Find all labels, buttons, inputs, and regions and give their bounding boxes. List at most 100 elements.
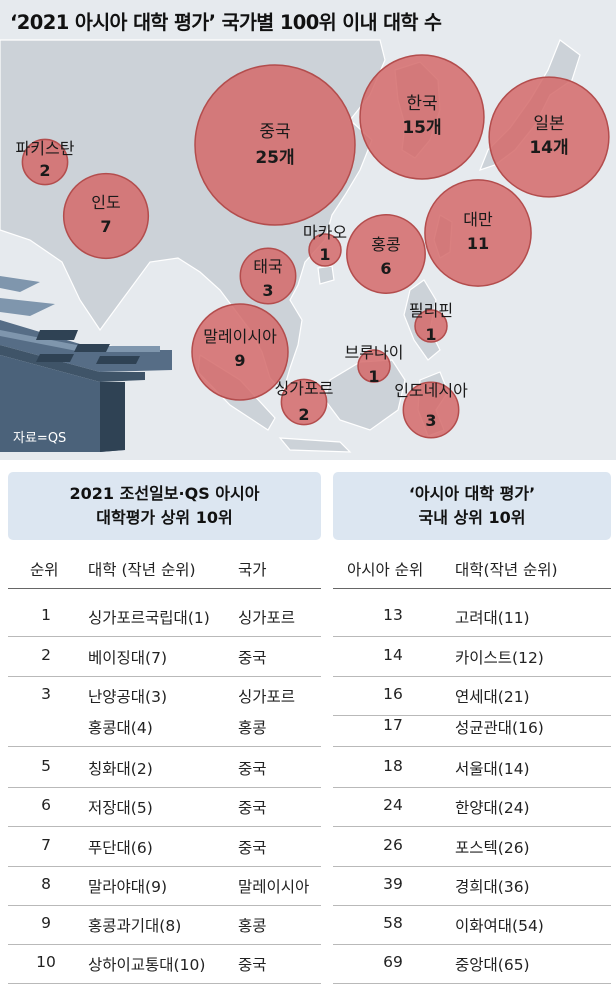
bubble-말레이시아 bbox=[191, 303, 289, 401]
right-univ: 한양대(24) bbox=[455, 799, 530, 817]
left-country: 중국 bbox=[238, 760, 267, 778]
bubble-value-대만: 11 bbox=[467, 234, 489, 253]
right-rank: 13 bbox=[383, 606, 403, 624]
left-divider bbox=[8, 826, 321, 827]
chart-title: ‘2021 아시아 대학 평가’ 국가별 100위 이내 대학 수 bbox=[10, 11, 442, 34]
bubble-value-중국: 25개 bbox=[255, 148, 294, 168]
left-country: 중국 bbox=[238, 956, 267, 974]
bubble-value-파키스탄: 2 bbox=[39, 161, 50, 180]
right-heading-line-2: 국내 상위 10위 bbox=[418, 508, 526, 527]
right-divider bbox=[333, 866, 611, 867]
left-country: 중국 bbox=[238, 649, 267, 667]
left-heading-line-2: 대학평가 상위 10위 bbox=[96, 508, 233, 527]
bubble-브루나이 bbox=[357, 349, 391, 383]
left-divider bbox=[8, 676, 321, 677]
left-divider bbox=[8, 905, 321, 906]
left-divider bbox=[8, 866, 321, 867]
left-rank: 9 bbox=[41, 914, 51, 932]
bubble-label-필리핀: 필리핀 bbox=[409, 301, 453, 320]
left-univ: 상하이교통대(10) bbox=[88, 956, 206, 974]
left-country: 중국 bbox=[238, 839, 267, 857]
bubble-마카오 bbox=[308, 233, 342, 267]
left-divider bbox=[8, 944, 321, 945]
left-heading-line-1: 2021 조선일보·QS 아시아 bbox=[69, 484, 260, 503]
source-label: 자료=QS bbox=[13, 431, 67, 446]
left-divider bbox=[8, 746, 321, 747]
left-country: 홍콩 bbox=[238, 719, 267, 737]
left-univ: 저장대(5) bbox=[88, 799, 153, 817]
left-country: 싱가포르 bbox=[238, 688, 296, 706]
bubble-label-브루나이: 브루나이 bbox=[345, 343, 404, 362]
bubble-value-인도: 7 bbox=[100, 217, 111, 236]
right-rank: 14 bbox=[383, 646, 403, 664]
bubble-인도 bbox=[62, 172, 150, 260]
left-rank: 10 bbox=[36, 953, 56, 971]
bubble-label-한국: 한국 bbox=[406, 94, 437, 114]
right-divider bbox=[333, 746, 611, 747]
right-rank: 16 bbox=[383, 685, 403, 703]
decorative-blocks bbox=[0, 276, 172, 452]
left-univ: 난양공대(3) bbox=[88, 688, 167, 706]
bubble-대만 bbox=[424, 179, 532, 287]
right-rank: 24 bbox=[383, 796, 403, 814]
right-univ: 성균관대(16) bbox=[455, 719, 544, 737]
left-univ: 홍콩대(4) bbox=[88, 719, 153, 737]
right-univ: 고려대(11) bbox=[455, 609, 530, 627]
bubble-label-대만: 대만 bbox=[463, 210, 493, 229]
right-univ: 연세대(21) bbox=[455, 688, 530, 706]
right-divider bbox=[333, 636, 611, 637]
left-univ: 말라야대(9) bbox=[88, 878, 167, 896]
right-rank: 58 bbox=[383, 914, 403, 932]
bubble-한국 bbox=[359, 54, 485, 180]
bubble-value-태국: 3 bbox=[262, 281, 273, 300]
left-table: 순위 대학 (작년 순위) 국가 1 싱가포르국립대(1) 싱가포르 2 베이징대(7)… bbox=[8, 548, 321, 988]
bubble-태국 bbox=[239, 247, 297, 305]
right-univ: 서울대(14) bbox=[455, 760, 530, 778]
right-rank: 17 bbox=[383, 716, 403, 734]
bubble-파키스탄 bbox=[21, 138, 69, 186]
left-header-country: 국가 bbox=[238, 561, 267, 579]
left-univ: 칭화대(2) bbox=[88, 760, 153, 778]
bubble-value-일본: 14개 bbox=[529, 138, 568, 158]
right-rank: 69 bbox=[383, 953, 403, 971]
right-divider bbox=[333, 676, 611, 677]
right-rank: 26 bbox=[383, 836, 403, 854]
right-univ: 포스텍(26) bbox=[455, 839, 530, 857]
right-table: 아시아 순위 대학(작년 순위) 13 고려대(11) 14 카이스트(12) 16 연세… bbox=[333, 548, 611, 988]
bubble-필리핀 bbox=[414, 309, 448, 343]
bubble-value-싱가포르: 2 bbox=[298, 405, 309, 424]
bubble-label-홍콩: 홍콩 bbox=[371, 235, 400, 254]
right-univ: 중앙대(65) bbox=[455, 956, 530, 974]
left-univ: 싱가포르국립대(1) bbox=[88, 609, 210, 627]
bubble-label-말레이시아: 말레이시아 bbox=[203, 327, 277, 346]
bubble-value-마카오: 1 bbox=[319, 245, 330, 264]
right-header-univ: 대학(작년 순위) bbox=[455, 561, 558, 579]
left-country: 싱가포르 bbox=[238, 609, 296, 627]
bubble-value-말레이시아: 9 bbox=[234, 351, 245, 370]
bubble-인도네시아 bbox=[402, 381, 460, 439]
bubble-value-브루나이: 1 bbox=[368, 367, 379, 386]
left-rank: 1 bbox=[41, 606, 51, 624]
right-header-divider bbox=[333, 588, 611, 589]
bubble-label-일본: 일본 bbox=[533, 114, 564, 134]
left-header-rank: 순위 bbox=[30, 561, 59, 579]
bubble-value-한국: 15개 bbox=[402, 118, 441, 138]
left-divider bbox=[8, 983, 321, 984]
left-table-heading: 2021 조선일보·QS 아시아 대학평가 상위 10위 bbox=[8, 472, 321, 540]
bubble-value-필리핀: 1 bbox=[425, 325, 436, 344]
left-divider bbox=[8, 636, 321, 637]
bubble-일본 bbox=[488, 76, 610, 198]
right-divider bbox=[333, 787, 611, 788]
left-country: 홍콩 bbox=[238, 917, 267, 935]
bubble-label-인도네시아: 인도네시아 bbox=[394, 381, 468, 400]
bubble-label-중국: 중국 bbox=[259, 122, 290, 142]
bubble-싱가포르 bbox=[280, 378, 328, 426]
right-header-rank: 아시아 순위 bbox=[347, 561, 424, 579]
bubble-label-파키스탄: 파키스탄 bbox=[16, 139, 75, 158]
left-rank: 3 bbox=[41, 685, 51, 703]
left-univ: 베이징대(7) bbox=[88, 649, 167, 667]
right-divider bbox=[333, 905, 611, 906]
